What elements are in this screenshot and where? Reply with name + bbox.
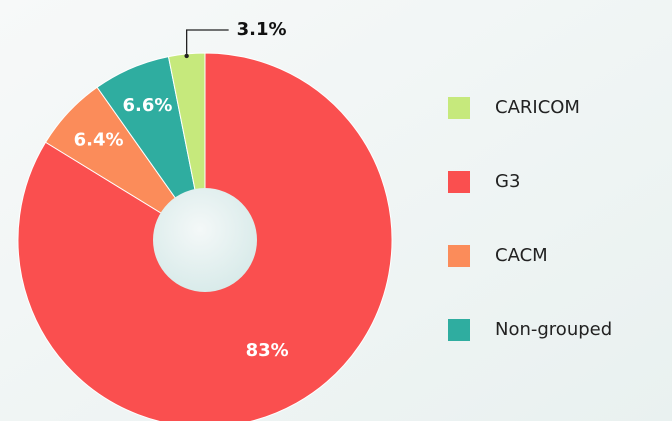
legend-swatch [448, 171, 470, 193]
legend-swatch [448, 245, 470, 267]
data-label: 3.1% [237, 19, 287, 40]
legend-label: Non-grouped [495, 319, 612, 340]
legend-swatch [448, 97, 470, 119]
data-label: 6.6% [122, 95, 172, 116]
legend-label: G3 [495, 171, 520, 192]
legend: CARICOM G3 CACM Non-grouped [448, 97, 612, 341]
leader-line [186, 29, 229, 54]
legend-label: CARICOM [495, 97, 580, 118]
labels: 83% 6.4% 6.6% 3.1% [74, 19, 289, 361]
data-label: 6.4% [74, 129, 124, 150]
data-label: 83% [246, 340, 289, 361]
legend-swatch [448, 319, 470, 341]
donut-hole [153, 188, 257, 292]
leader-dot [184, 53, 189, 59]
legend-label: CACM [495, 245, 548, 266]
